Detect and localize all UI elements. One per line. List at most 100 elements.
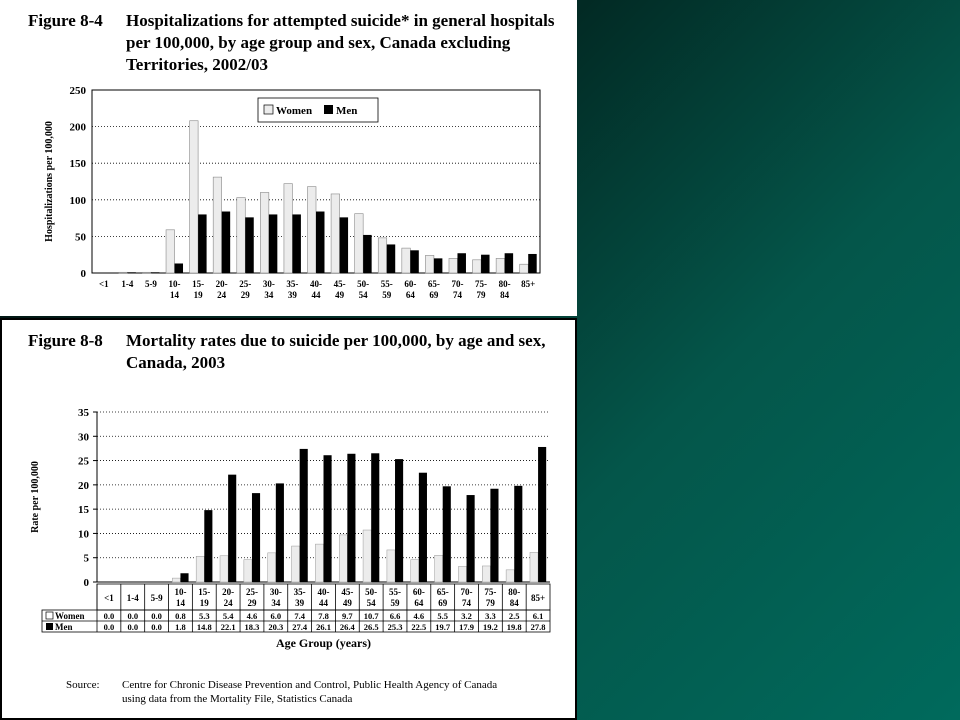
x-tick-label: 60- (413, 587, 425, 597)
data-label-women: 6.6 (390, 611, 401, 621)
data-label-men: 1.8 (175, 622, 186, 632)
x-tick-label: 65- (437, 587, 449, 597)
bar-women (243, 559, 253, 583)
data-label-men: 0.0 (151, 622, 162, 632)
legend-swatch-men (46, 623, 53, 630)
x-axis-label: Age Group (years) (276, 636, 371, 650)
bar-men (538, 446, 547, 582)
x-tick-label: 29 (247, 598, 257, 608)
y-tick-label: 0 (81, 268, 87, 280)
x-tick-label: 59 (391, 598, 401, 608)
x-tick-label: 84 (510, 598, 520, 608)
legend-swatch-men (324, 105, 333, 114)
bar-women (354, 213, 364, 274)
y-tick-label: 20 (78, 480, 90, 492)
source-text: Centre for Chronic Disease Prevention an… (122, 679, 498, 705)
x-tick-label: 1-4 (127, 593, 139, 603)
bar-men (339, 217, 349, 273)
bar-women (472, 259, 482, 274)
x-tick-label: 10- (169, 279, 181, 289)
bar-women (142, 271, 152, 274)
source-label: Source: (66, 679, 100, 691)
data-label-men: 0.0 (104, 622, 115, 632)
bar-women (448, 258, 458, 274)
bar-women (330, 193, 340, 274)
legend-label-women: Women (276, 105, 312, 117)
x-tick-label: 20- (216, 279, 228, 289)
bar-men (371, 453, 380, 582)
data-label-women: 6.0 (271, 611, 282, 621)
y-tick-label: 35 (78, 407, 90, 419)
x-tick-label: 19 (200, 598, 210, 608)
data-label-men: 18.3 (245, 622, 260, 632)
x-tick-label: 75- (484, 587, 496, 597)
y-tick-label: 10 (78, 528, 90, 540)
legend-label-women: Women (55, 611, 85, 621)
data-label-men: 25.3 (388, 622, 403, 632)
x-tick-label: 29 (241, 290, 251, 300)
x-tick-label: 59 (382, 290, 392, 300)
x-tick-label: 64 (414, 598, 424, 608)
x-tick-label: 35- (294, 587, 306, 597)
y-tick-label: 150 (70, 158, 87, 170)
y-tick-label: 5 (84, 553, 90, 565)
legend-swatch-women (45, 611, 54, 620)
y-axis-label: Hospitalizations per 100,000 (44, 121, 55, 242)
bar-men (150, 272, 160, 273)
x-tick-label: 54 (367, 598, 377, 608)
bar-men (386, 244, 396, 273)
data-label-women: 5.3 (199, 611, 210, 621)
x-tick-label: 49 (335, 290, 345, 300)
x-tick-label: 25- (239, 279, 251, 289)
x-tick-label: 75- (475, 279, 487, 289)
legend-swatch-women (263, 104, 274, 115)
y-tick-label: 0 (84, 577, 90, 589)
bar-women (212, 176, 222, 274)
bar-women (189, 120, 199, 274)
data-label-women: 7.4 (294, 611, 305, 621)
x-tick-label: 80- (508, 587, 520, 597)
x-tick-label: 40- (318, 587, 330, 597)
x-tick-label: 55- (381, 279, 393, 289)
data-label-men: 19.2 (483, 622, 498, 632)
bar-men (433, 258, 443, 273)
bar-men (528, 253, 537, 273)
bar-women (118, 271, 128, 274)
data-label-women: 0.0 (104, 611, 115, 621)
data-label-women: 3.3 (485, 611, 496, 621)
x-tick-label: 85+ (521, 279, 535, 289)
bar-women (386, 549, 396, 583)
data-label-women: 0.0 (127, 611, 138, 621)
figure-number: Figure 8-4 (28, 11, 103, 30)
figure-title-text: Mortality rates due to suicide per 100,0… (126, 331, 546, 372)
x-tick-label: 15- (198, 587, 210, 597)
bar-women (495, 258, 505, 274)
x-tick-label: 24 (224, 598, 234, 608)
bar-men (198, 214, 207, 273)
x-tick-label: 79 (477, 290, 487, 300)
x-tick-label: <1 (99, 279, 109, 289)
bar-men (228, 474, 237, 582)
bar-men (442, 486, 451, 582)
bar-women (236, 197, 246, 274)
figure-8-8-title: Figure 8-8 Mortality rates due to suicid… (28, 330, 568, 380)
x-tick-label: 65- (428, 279, 440, 289)
x-tick-label: 14 (170, 290, 180, 300)
y-tick-label: 15 (78, 504, 90, 516)
x-tick-label: 70- (461, 587, 473, 597)
y-tick-label: 200 (70, 122, 87, 134)
x-tick-label: 39 (288, 290, 298, 300)
bar-men (180, 573, 189, 582)
figure-title-text: Hospitalizations for attempted suicide* … (126, 11, 555, 74)
data-label-women: 9.7 (342, 611, 353, 621)
bar-men (251, 493, 261, 582)
bar-women (338, 534, 348, 583)
bar-women (315, 543, 324, 583)
bar-men (490, 488, 499, 582)
bar-women (165, 229, 175, 274)
data-label-men: 0.0 (127, 622, 138, 632)
bar-women (307, 186, 317, 274)
x-tick-label: 54 (359, 290, 369, 300)
x-tick-label: 79 (486, 598, 496, 608)
